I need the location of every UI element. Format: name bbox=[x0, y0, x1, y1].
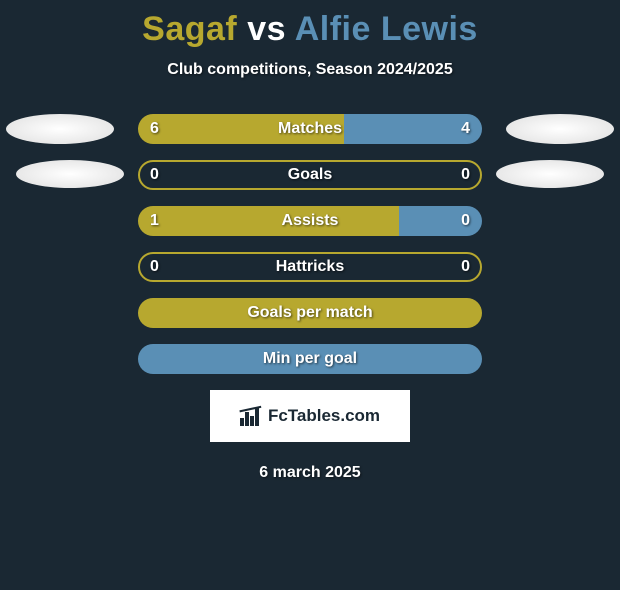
stat-row: Hattricks00 bbox=[0, 252, 620, 282]
title-player1: Sagaf bbox=[142, 10, 237, 48]
logo-text: FcTables.com bbox=[268, 406, 380, 426]
date-label: 6 march 2025 bbox=[0, 464, 620, 482]
stat-value-left: 6 bbox=[150, 114, 159, 144]
stat-row: Goals per match bbox=[0, 298, 620, 328]
stat-row: Min per goal bbox=[0, 344, 620, 374]
stat-row: Matches64 bbox=[0, 114, 620, 144]
stat-bar-track bbox=[138, 344, 482, 374]
title-player2: Alfie Lewis bbox=[295, 10, 478, 48]
stat-bar-left bbox=[138, 206, 399, 236]
stat-bar-track bbox=[138, 114, 482, 144]
stat-value-left: 0 bbox=[150, 252, 159, 282]
stat-value-right: 0 bbox=[461, 206, 470, 236]
fctables-logo: FcTables.com bbox=[210, 390, 410, 442]
title-vs: vs bbox=[247, 10, 286, 48]
page-title: Sagaf vs Alfie Lewis bbox=[0, 10, 620, 49]
bar-chart-icon bbox=[240, 406, 264, 426]
stat-value-right: 0 bbox=[461, 160, 470, 190]
stat-value-right: 4 bbox=[461, 114, 470, 144]
stat-value-right: 0 bbox=[461, 252, 470, 282]
stats-area: Matches64Goals00Assists10Hattricks00Goal… bbox=[0, 114, 620, 374]
stat-value-left: 0 bbox=[150, 160, 159, 190]
stat-bar-track bbox=[138, 252, 482, 282]
stat-value-left: 1 bbox=[150, 206, 159, 236]
stat-bar-track bbox=[138, 160, 482, 190]
subtitle: Club competitions, Season 2024/2025 bbox=[0, 61, 620, 79]
stat-bar-left bbox=[138, 114, 344, 144]
stat-bar-track bbox=[138, 298, 482, 328]
stat-row: Goals00 bbox=[0, 160, 620, 190]
stat-bar-track bbox=[138, 206, 482, 236]
stat-row: Assists10 bbox=[0, 206, 620, 236]
